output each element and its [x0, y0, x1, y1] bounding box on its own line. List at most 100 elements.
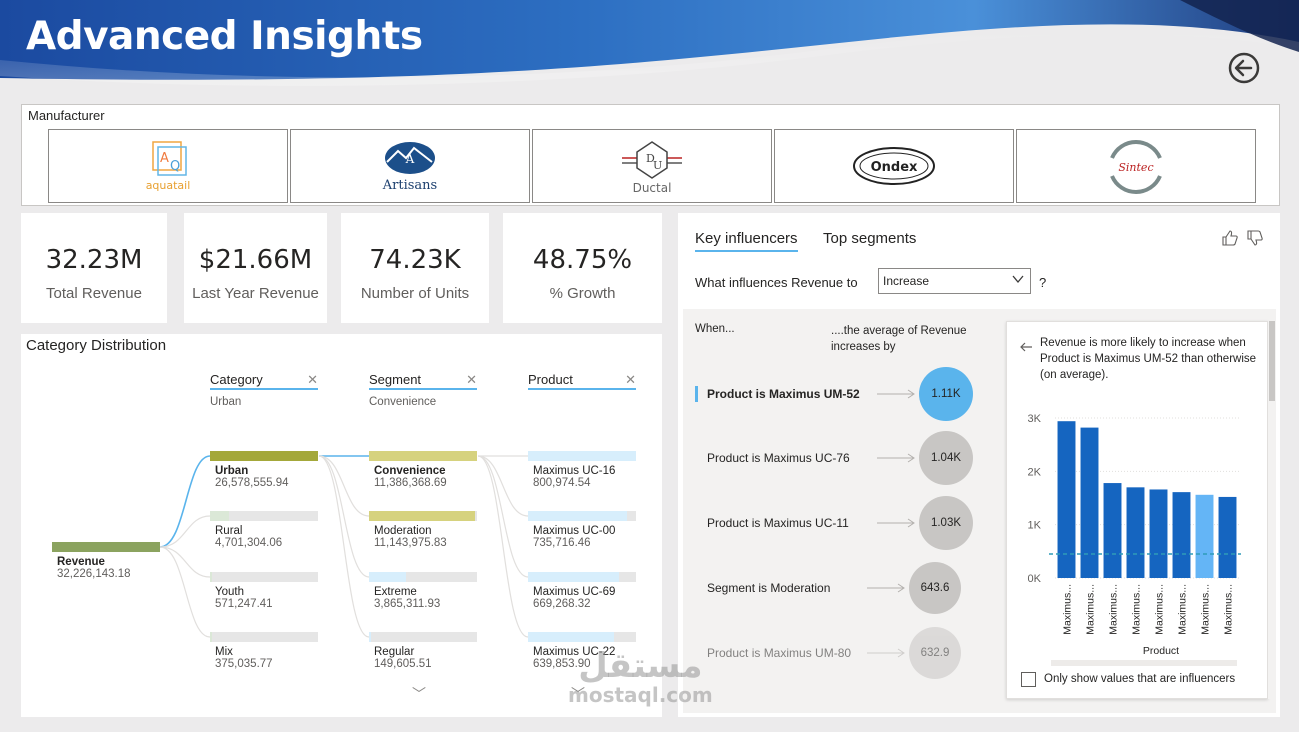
- back-arrow-icon[interactable]: [1019, 340, 1033, 354]
- key-influencers-visual: Key influencers Top segments What influe…: [678, 213, 1280, 717]
- tree-node[interactable]: Convenience 11,386,368.69: [369, 451, 477, 489]
- node-name: Extreme: [374, 586, 417, 598]
- back-arrow-circle-icon[interactable]: [1226, 50, 1262, 86]
- node-bar: [528, 572, 636, 582]
- influencers-only-checkbox[interactable]: [1021, 672, 1036, 687]
- tree-node[interactable]: Mix 375,035.77: [210, 632, 318, 670]
- kpi-card-growth: 48.75% % Growth: [503, 213, 662, 323]
- node-name: Revenue: [57, 556, 105, 568]
- level-header-label: Category: [210, 372, 263, 387]
- kpi-card-last-year-revenue: $21.66M Last Year Revenue: [184, 213, 327, 323]
- tab-key-influencers[interactable]: Key influencers: [695, 230, 798, 252]
- influencer-detail-pane: Revenue is more likely to increase when …: [1006, 321, 1268, 699]
- bar[interactable]: [1172, 492, 1191, 578]
- tree-node[interactable]: Extreme 3,865,311.93: [369, 572, 477, 610]
- tree-root-node[interactable]: Revenue 32,226,143.18: [52, 542, 160, 580]
- influencer-row[interactable]: Product is Maximus UM-52 1.11K: [683, 366, 993, 422]
- tree-node[interactable]: Maximus UC-16 800,974.54: [528, 451, 636, 489]
- level-header-category[interactable]: Category ✕: [210, 372, 318, 390]
- node-bar: [369, 632, 477, 642]
- svg-text:Sintec: Sintec: [1118, 161, 1153, 174]
- kpi-label: Total Revenue: [46, 285, 142, 302]
- arrow-right-icon: [877, 518, 915, 528]
- node-name: Maximus UC-69: [533, 586, 616, 598]
- page-title: Advanced Insights: [26, 14, 423, 59]
- tree-node[interactable]: Moderation 11,143,975.83: [369, 511, 477, 549]
- node-name: Urban: [215, 465, 249, 477]
- kpi-value: 74.23K: [369, 245, 461, 275]
- bar[interactable]: [1218, 496, 1237, 578]
- node-value: 11,386,368.69: [374, 477, 447, 489]
- influencer-row[interactable]: Product is Maximus UM-80 632.9: [683, 625, 993, 681]
- y-tick-label: 0K: [1028, 573, 1042, 585]
- close-icon[interactable]: ✕: [307, 372, 318, 387]
- node-bar: [210, 511, 318, 521]
- node-bar: [369, 572, 477, 582]
- tab-top-segments[interactable]: Top segments: [823, 230, 917, 247]
- x-tick-label: Maximus...: [1223, 584, 1235, 635]
- bar[interactable]: [1057, 421, 1076, 578]
- bar[interactable]: [1080, 427, 1099, 578]
- bar[interactable]: [1149, 489, 1168, 578]
- x-tick-label: Maximus...: [1085, 584, 1097, 635]
- node-fill: [528, 572, 619, 582]
- arrow-right-icon: [867, 583, 905, 593]
- influencer-label: Product is Maximus UC-11: [707, 516, 849, 530]
- kpi-label: % Growth: [549, 285, 616, 302]
- tree-node[interactable]: Maximus UC-00 735,716.46: [528, 511, 636, 549]
- svg-text:A: A: [405, 152, 415, 166]
- level-header-segment[interactable]: Segment ✕: [369, 372, 477, 390]
- node-fill: [528, 632, 614, 642]
- node-value: 669,268.32: [533, 598, 591, 610]
- influencer-row[interactable]: Product is Maximus UC-76 1.04K: [683, 430, 993, 486]
- ductal-logo: D U Ductal: [622, 141, 682, 195]
- kpi-label: Number of Units: [360, 285, 470, 302]
- logo-tile-aquatail[interactable]: A Q aquatail: [48, 129, 288, 203]
- close-icon[interactable]: ✕: [625, 372, 636, 387]
- node-bar: [528, 451, 636, 461]
- svg-text:Q: Q: [170, 159, 180, 174]
- node-fill: [528, 511, 627, 521]
- arrow-right-icon: [877, 389, 915, 399]
- thumbs-down-icon[interactable]: [1246, 229, 1264, 247]
- bar[interactable]: [1195, 494, 1214, 578]
- tree-node[interactable]: Regular 149,605.51: [369, 632, 477, 670]
- logo-tile-sintec[interactable]: Sintec: [1016, 129, 1256, 203]
- bar[interactable]: [1103, 483, 1122, 578]
- chevron-down-icon[interactable]: ﹀: [571, 687, 585, 703]
- node-value: 3,865,311.93: [374, 598, 441, 610]
- svg-text:aquatail: aquatail: [146, 179, 191, 192]
- chevron-down-icon[interactable]: ﹀: [412, 687, 426, 703]
- tree-node[interactable]: Maximus UC-69 669,268.32: [528, 572, 636, 610]
- tree-node[interactable]: Youth 571,247.41: [210, 572, 318, 610]
- node-value: 639,853.90: [533, 658, 591, 670]
- bar[interactable]: [1126, 487, 1145, 578]
- influencer-label: Product is Maximus UM-80: [707, 646, 852, 660]
- influence-direction-dropdown[interactable]: Increase: [878, 268, 1031, 294]
- svg-text:A: A: [160, 151, 169, 166]
- influencer-label: Product is Maximus UM-52: [707, 387, 860, 401]
- influencer-row[interactable]: Product is Maximus UC-11 1.03K: [683, 495, 993, 551]
- scrollbar-thumb[interactable]: [1269, 321, 1275, 401]
- x-tick-label: Maximus...: [1177, 584, 1189, 635]
- logo-tile-ondex[interactable]: Ondex: [774, 129, 1014, 203]
- tree-node[interactable]: Rural 4,701,304.06: [210, 511, 318, 549]
- node-name: Convenience: [374, 465, 446, 477]
- x-axis-label: Product: [1143, 645, 1179, 657]
- tree-node[interactable]: Maximus UC-22 639,853.90: [528, 632, 636, 670]
- influencer-row[interactable]: Segment is Moderation 643.6: [683, 560, 993, 616]
- close-icon[interactable]: ✕: [466, 372, 477, 387]
- tree-node[interactable]: Urban 26,578,555.94: [210, 451, 318, 489]
- logo-tile-ductal[interactable]: D U Ductal: [532, 129, 772, 203]
- detail-explanation: Revenue is more likely to increase when …: [1040, 337, 1257, 381]
- node-value: 11,143,975.83: [374, 537, 447, 549]
- artisans-logo: A Artisans: [382, 142, 437, 193]
- influencer-bubble: 643.6: [909, 562, 961, 614]
- y-tick-label: 3K: [1028, 413, 1042, 425]
- level-header-product[interactable]: Product ✕: [528, 372, 636, 390]
- watermark-arabic: مستقل: [578, 646, 703, 686]
- node-fill: [210, 632, 212, 642]
- logo-tile-artisans[interactable]: A Artisans: [290, 129, 530, 203]
- thumbs-up-icon[interactable]: [1221, 229, 1239, 247]
- scrollbar[interactable]: [1268, 321, 1276, 699]
